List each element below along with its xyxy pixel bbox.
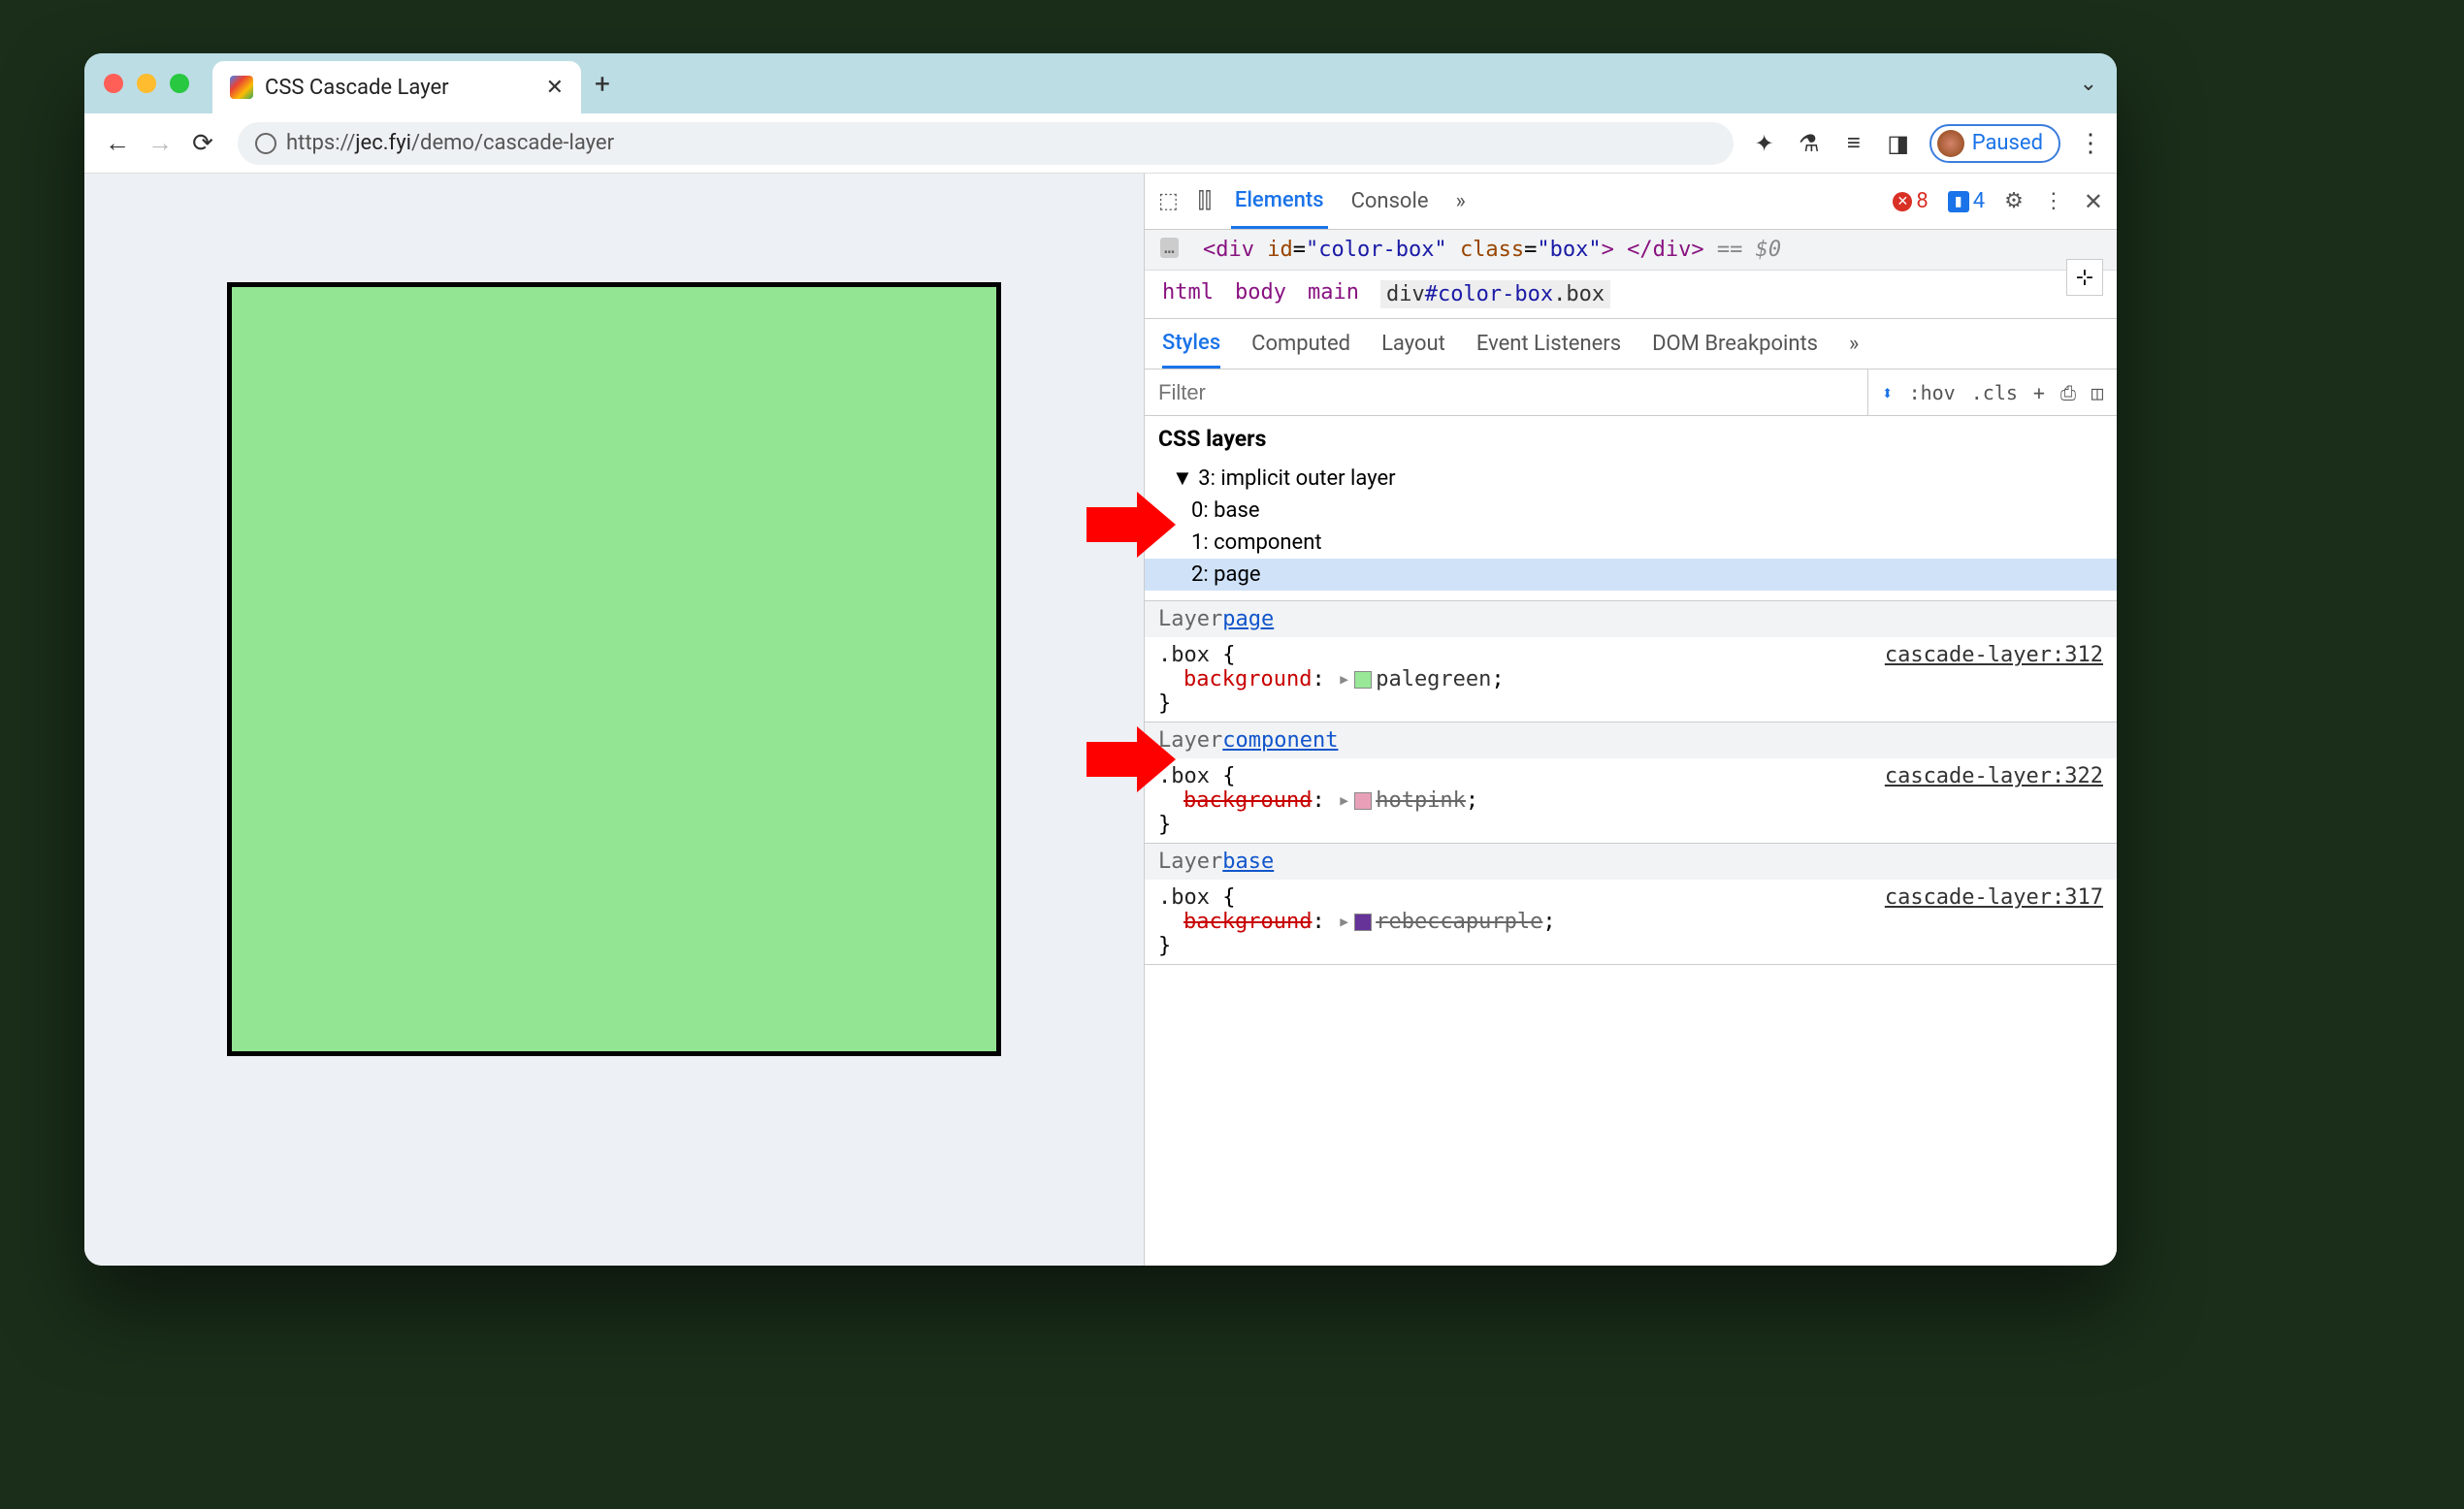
- styles-tab-dom-bp[interactable]: DOM Breakpoints: [1652, 319, 1818, 369]
- paused-label: Paused: [1972, 131, 2043, 155]
- browser-window: CSS Cascade Layer ✕ + ⌄ ← → ⟳ https://je…: [84, 53, 2117, 1266]
- rule-layer-header: Layer component: [1145, 722, 2117, 758]
- annotation-arrowhead-2: [1137, 726, 1176, 792]
- devtools-close-button[interactable]: ✕: [2084, 188, 2103, 215]
- reload-button[interactable]: ⟳: [185, 126, 220, 161]
- prop-name[interactable]: background: [1183, 667, 1312, 691]
- tab-bar: CSS Cascade Layer ✕ + ⌄: [84, 53, 2117, 113]
- styles-tab-layout[interactable]: Layout: [1381, 319, 1445, 369]
- rule-layer-link[interactable]: component: [1222, 728, 1338, 753]
- devtools-tab-more[interactable]: »: [1452, 174, 1470, 229]
- prop-name[interactable]: background: [1183, 788, 1312, 813]
- site-info-icon[interactable]: [255, 133, 276, 154]
- new-rule-button[interactable]: +: [2033, 381, 2045, 404]
- styles-filter-input[interactable]: [1145, 369, 1868, 415]
- dom-ellipsis[interactable]: …: [1160, 238, 1179, 258]
- side-panel-icon[interactable]: ◨: [1885, 130, 1912, 157]
- rule-source-link[interactable]: cascade-layer:322: [1885, 764, 2103, 788]
- devtools-panel: ⬚ ⫿⫿ Elements Console » ✕8 ▮4 ⚙ ⋮ ✕ … <d…: [1144, 174, 2117, 1266]
- device-toggle-icon[interactable]: ⫿⫿: [1198, 189, 1212, 213]
- annotation-arrow-1: [1086, 507, 1137, 542]
- prop-value[interactable]: hotpink: [1376, 788, 1466, 813]
- dom-breadcrumbs[interactable]: html body main div#color-box.box: [1145, 271, 2117, 319]
- devtools-tab-console[interactable]: Console: [1347, 174, 1433, 229]
- settings-icon[interactable]: ⚙: [2004, 189, 2024, 213]
- tab-list-dropdown[interactable]: ⌄: [2080, 72, 2097, 96]
- forward-button[interactable]: →: [143, 126, 178, 161]
- page-viewport: [84, 174, 1144, 1266]
- css-rule-block: Layer component .box { cascade-layer:322…: [1145, 722, 2117, 844]
- tab-close-button[interactable]: ✕: [546, 76, 564, 100]
- rule-selector[interactable]: .box: [1158, 643, 1210, 667]
- rule-layer-header: Layer base: [1145, 844, 2117, 880]
- devtools-menu-icon[interactable]: ⋮: [2043, 189, 2064, 213]
- address-bar[interactable]: https://jec.fyi/demo/cascade-layer: [238, 122, 1734, 165]
- toolbar-icons: ✦ ⚗ ≡ ◨ Paused ⋮: [1751, 124, 2101, 163]
- layer-base[interactable]: 0: base: [1158, 495, 2103, 527]
- styles-subtabs: Styles Computed Layout Event Listeners D…: [1145, 319, 2117, 369]
- profile-paused-pill[interactable]: Paused: [1929, 124, 2060, 163]
- accessibility-icon[interactable]: ⊹: [2066, 259, 2103, 296]
- window-maximize-button[interactable]: [170, 74, 189, 93]
- css-rules-container: Layer page .box { cascade-layer:312 back…: [1145, 601, 2117, 965]
- new-tab-button[interactable]: +: [595, 68, 610, 100]
- css-layers-section: CSS layers 3: implicit outer layer 0: ba…: [1145, 416, 2117, 601]
- layer-page[interactable]: 2: page: [1145, 559, 2117, 591]
- favicon: [230, 76, 253, 99]
- window-minimize-button[interactable]: [137, 74, 156, 93]
- traffic-lights: [104, 74, 189, 93]
- layer-root[interactable]: 3: implicit outer layer: [1158, 462, 2103, 495]
- breadcrumb-main[interactable]: main: [1308, 280, 1359, 308]
- prop-value[interactable]: rebeccapurple: [1376, 910, 1542, 934]
- styles-tab-more[interactable]: »: [1849, 319, 1859, 369]
- css-layers-title: CSS layers: [1158, 426, 2103, 452]
- rule-layer-link[interactable]: base: [1222, 850, 1274, 874]
- browser-menu-button[interactable]: ⋮: [2078, 129, 2101, 158]
- inspect-icon[interactable]: ⬚: [1158, 189, 1179, 213]
- browser-toolbar: ← → ⟳ https://jec.fyi/demo/cascade-layer…: [84, 113, 2117, 174]
- devtools-header: ⬚ ⫿⫿ Elements Console » ✕8 ▮4 ⚙ ⋮ ✕: [1145, 174, 2117, 230]
- breadcrumb-body[interactable]: body: [1235, 280, 1286, 308]
- rule-source-link[interactable]: cascade-layer:312: [1885, 643, 2103, 667]
- extensions-icon[interactable]: ✦: [1751, 130, 1778, 157]
- css-rule-block: Layer base .box { cascade-layer:317 back…: [1145, 844, 2117, 965]
- styles-tab-computed[interactable]: Computed: [1251, 319, 1350, 369]
- window-close-button[interactable]: [104, 74, 123, 93]
- hov-toggle[interactable]: :hov: [1909, 381, 1956, 404]
- avatar: [1937, 130, 1964, 157]
- breadcrumb-selected[interactable]: div#color-box.box: [1380, 280, 1610, 308]
- content-area: ⬚ ⫿⫿ Elements Console » ✕8 ▮4 ⚙ ⋮ ✕ … <d…: [84, 174, 2117, 1266]
- rule-selector[interactable]: .box: [1158, 885, 1210, 910]
- sidebar-toggle-icon[interactable]: ◫: [2091, 381, 2103, 404]
- styles-filter-row: ⬍ :hov .cls + ⎙ ◫: [1145, 369, 2117, 416]
- css-rule-block: Layer page .box { cascade-layer:312 back…: [1145, 601, 2117, 722]
- computed-sidebar-icon[interactable]: ⎙: [2060, 381, 2076, 404]
- layers-toggle-icon[interactable]: ⬍: [1882, 381, 1894, 404]
- labs-icon[interactable]: ⚗: [1796, 130, 1823, 157]
- browser-tab[interactable]: CSS Cascade Layer ✕: [212, 61, 581, 113]
- cls-toggle[interactable]: .cls: [1971, 381, 2018, 404]
- color-box: [227, 282, 1001, 1056]
- dom-selected-line[interactable]: … <div id="color-box" class="box"> </div…: [1145, 230, 2117, 271]
- prop-name[interactable]: background: [1183, 910, 1312, 934]
- tab-title: CSS Cascade Layer: [265, 76, 535, 100]
- error-count[interactable]: ✕8: [1893, 189, 1928, 213]
- annotation-arrow-2: [1086, 742, 1137, 777]
- rule-source-link[interactable]: cascade-layer:317: [1885, 885, 2103, 910]
- rule-layer-header: Layer page: [1145, 601, 2117, 637]
- styles-filter-tools: ⬍ :hov .cls + ⎙ ◫: [1868, 381, 2117, 404]
- reading-list-icon[interactable]: ≡: [1840, 130, 1867, 157]
- prop-value[interactable]: palegreen: [1376, 667, 1491, 691]
- styles-tab-listeners[interactable]: Event Listeners: [1476, 319, 1621, 369]
- issues-count[interactable]: ▮4: [1948, 189, 1985, 213]
- annotation-arrowhead-1: [1137, 492, 1176, 558]
- styles-tab-styles[interactable]: Styles: [1162, 319, 1220, 369]
- layer-component[interactable]: 1: component: [1158, 527, 2103, 559]
- rule-layer-link[interactable]: page: [1222, 607, 1274, 631]
- url-text: https://jec.fyi/demo/cascade-layer: [286, 131, 614, 155]
- breadcrumb-html[interactable]: html: [1162, 280, 1214, 308]
- devtools-tab-elements[interactable]: Elements: [1231, 174, 1328, 229]
- back-button[interactable]: ←: [100, 126, 135, 161]
